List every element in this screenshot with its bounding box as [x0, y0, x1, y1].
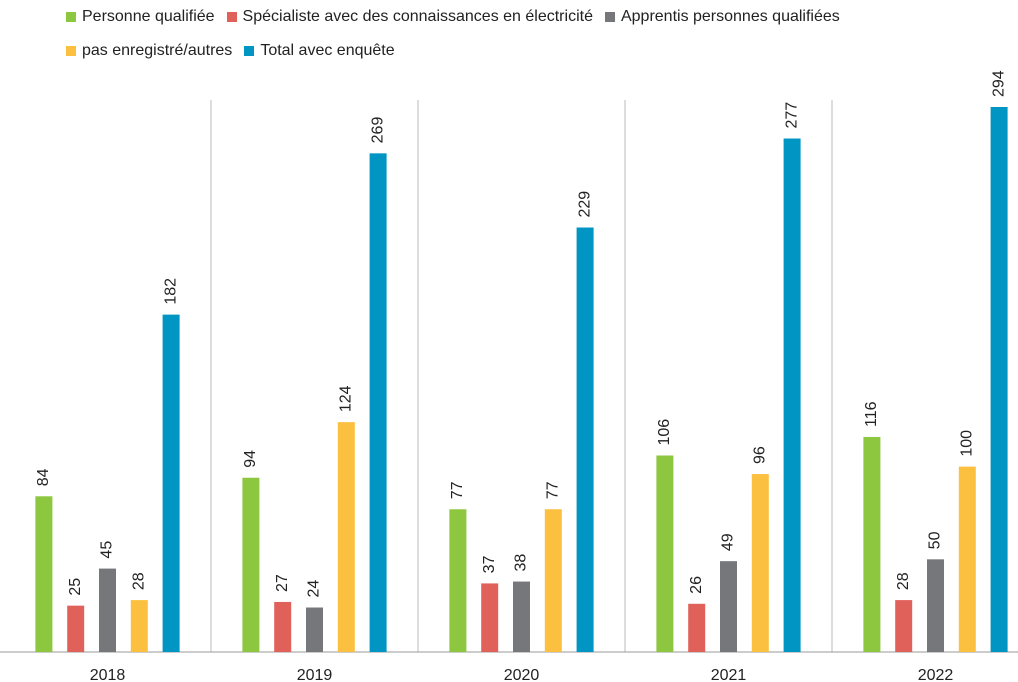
bar [449, 509, 467, 652]
bar [751, 474, 769, 652]
value-label: 50 [927, 531, 944, 549]
legend-label: Personne qualifiée [82, 8, 215, 25]
legend-swatch [226, 12, 237, 22]
value-label: 77 [449, 481, 466, 499]
value-label: 116 [863, 401, 880, 427]
bar [544, 509, 562, 652]
value-label: 27 [274, 574, 291, 592]
x-tick-label: 2021 [711, 667, 747, 682]
value-label: 182 [162, 278, 179, 305]
x-tick-label: 2019 [297, 667, 333, 682]
value-label: 269 [369, 117, 386, 144]
legend-item: Total avec enquête [244, 42, 395, 60]
legend-item: Spécialiste avec des connaissances en él… [226, 8, 593, 26]
x-tick-label: 2018 [90, 667, 126, 682]
legend-item: pas enregistré/autres [66, 42, 232, 60]
bar [130, 600, 148, 652]
bar [162, 314, 180, 652]
value-label: 294 [990, 70, 1007, 97]
value-label: 49 [720, 533, 737, 551]
value-label: 106 [656, 419, 673, 446]
bar [958, 466, 976, 652]
legend-label: Spécialiste avec des connaissances en él… [242, 8, 593, 25]
legend-swatch [604, 12, 615, 22]
bar [863, 436, 881, 652]
value-label: 77 [545, 481, 562, 499]
x-tick-label: 2022 [918, 667, 954, 682]
bar [67, 605, 85, 652]
value-label: 84 [35, 468, 52, 486]
bar [895, 600, 913, 652]
value-label: 229 [576, 191, 593, 218]
value-label: 24 [306, 580, 323, 598]
bar [369, 153, 387, 652]
bar [481, 583, 499, 652]
bar [576, 227, 594, 652]
value-label: 38 [513, 554, 530, 572]
bar [688, 603, 706, 652]
value-label: 94 [242, 450, 259, 468]
legend-label: Total avec enquête [260, 42, 395, 59]
bar [656, 455, 674, 652]
bar [337, 422, 355, 652]
bar [242, 477, 260, 652]
value-label: 124 [338, 385, 355, 412]
value-label: 45 [99, 541, 116, 559]
bar [720, 561, 737, 652]
value-label: 277 [783, 102, 800, 129]
bar [35, 496, 53, 652]
bar [927, 559, 944, 652]
value-label: 100 [959, 430, 976, 457]
bar [990, 107, 1008, 652]
legend-swatch [66, 46, 76, 56]
bar [513, 581, 530, 652]
legend-item: Personne qualifiée [66, 8, 215, 26]
bar [306, 607, 323, 652]
bar [274, 601, 292, 652]
value-label: 28 [895, 572, 912, 590]
legend-swatch [244, 46, 255, 56]
value-label: 37 [481, 556, 498, 574]
value-label: 28 [131, 572, 148, 590]
legend-swatch [66, 12, 76, 22]
value-label: 26 [688, 576, 705, 594]
value-label: 25 [67, 578, 84, 596]
legend-item: Apprentis personnes qualifiées [604, 8, 840, 26]
bar [99, 568, 116, 652]
legend: Personne qualifiée Spécialiste avec des c… [66, 8, 966, 60]
value-label: 96 [752, 446, 769, 464]
x-tick-label: 2020 [504, 667, 540, 682]
legend-label: pas enregistré/autres [82, 42, 233, 59]
bar [783, 138, 801, 652]
legend-label: Apprentis personnes qualifiées [620, 8, 840, 25]
